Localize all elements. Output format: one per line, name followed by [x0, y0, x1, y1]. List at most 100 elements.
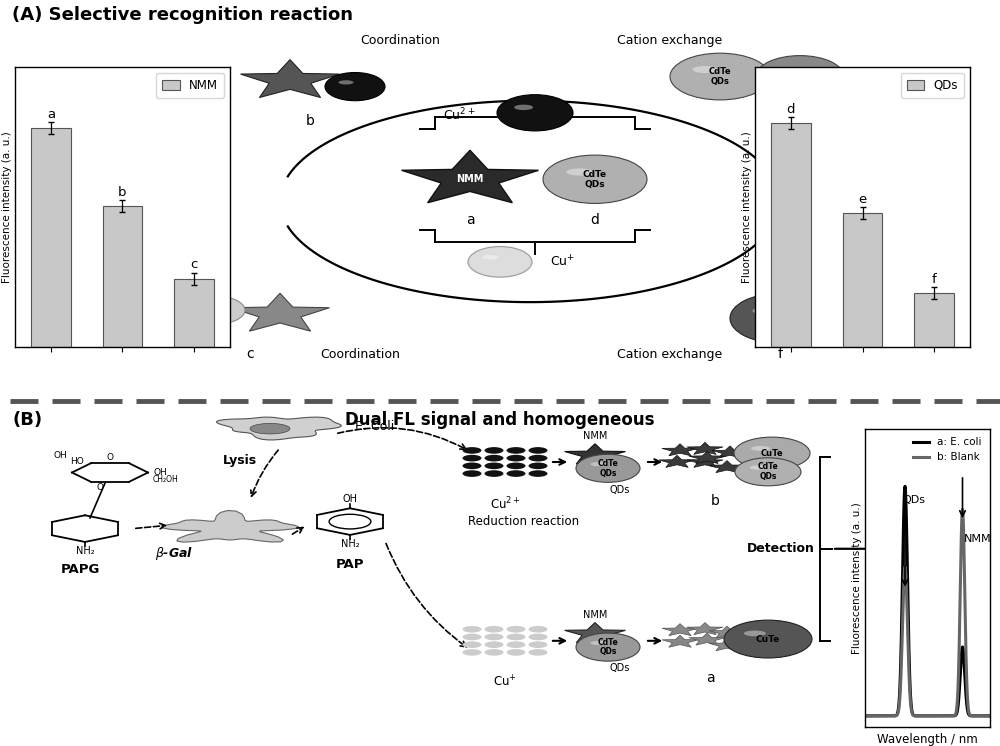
Text: Detection: Detection	[747, 542, 815, 555]
Polygon shape	[662, 624, 698, 636]
Polygon shape	[231, 293, 329, 331]
Text: Cation exchange: Cation exchange	[617, 34, 723, 47]
Polygon shape	[689, 451, 725, 463]
Text: NH₂: NH₂	[76, 546, 94, 557]
Text: Cu$^{2+}$: Cu$^{2+}$	[443, 107, 475, 123]
Polygon shape	[216, 417, 341, 440]
Legend: a: E. coli, b: Blank: a: E. coli, b: Blank	[910, 434, 985, 466]
Ellipse shape	[776, 67, 798, 73]
Ellipse shape	[482, 255, 498, 260]
Text: d: d	[787, 103, 795, 116]
Circle shape	[462, 649, 482, 656]
Circle shape	[507, 455, 526, 462]
Text: Coordination: Coordination	[320, 348, 400, 361]
a: E. coli: (4.41, 9.86e-09): E. coli: (4.41, 9.86e-09)	[914, 712, 926, 721]
Circle shape	[484, 463, 504, 469]
Polygon shape	[687, 623, 723, 635]
Circle shape	[528, 633, 548, 640]
Ellipse shape	[670, 53, 770, 100]
Polygon shape	[709, 626, 745, 638]
Ellipse shape	[590, 462, 606, 466]
a: E. coli: (4.05, 0.00011): E. coli: (4.05, 0.00011)	[910, 712, 922, 721]
Polygon shape	[241, 60, 339, 98]
Ellipse shape	[468, 246, 532, 278]
Polygon shape	[662, 444, 698, 456]
Text: Coordination: Coordination	[360, 34, 440, 47]
Text: PAPG: PAPG	[60, 563, 100, 576]
Text: QDs: QDs	[902, 495, 926, 505]
a: E. coli: (3.2, 1): E. coli: (3.2, 1)	[899, 482, 911, 491]
Text: Cu$^{+}$: Cu$^{+}$	[493, 674, 517, 689]
Circle shape	[528, 447, 548, 454]
Circle shape	[484, 455, 504, 462]
Ellipse shape	[756, 56, 844, 98]
Text: CdTe
QDs: CdTe QDs	[758, 463, 778, 481]
Text: c: c	[246, 348, 254, 362]
Circle shape	[484, 633, 504, 640]
a: E. coli: (1.02, 1.68e-26): E. coli: (1.02, 1.68e-26)	[872, 712, 884, 721]
Text: CH₂OH: CH₂OH	[153, 474, 179, 483]
Ellipse shape	[730, 293, 830, 343]
Text: e: e	[756, 108, 764, 122]
Ellipse shape	[735, 458, 801, 486]
Circle shape	[507, 642, 526, 648]
Ellipse shape	[514, 104, 533, 110]
Polygon shape	[250, 424, 290, 434]
Polygon shape	[659, 455, 695, 468]
Text: (A) Selective recognition reaction: (A) Selective recognition reaction	[12, 6, 353, 24]
Bar	[174, 279, 214, 347]
Polygon shape	[402, 150, 538, 203]
Ellipse shape	[744, 630, 766, 636]
Circle shape	[484, 642, 504, 648]
Ellipse shape	[566, 169, 592, 175]
b: Blank: (7.8, 0.9): Blank: (7.8, 0.9)	[956, 505, 968, 514]
Circle shape	[528, 649, 548, 656]
Polygon shape	[689, 633, 725, 645]
Text: CdTe
QDs: CdTe QDs	[598, 459, 618, 477]
Polygon shape	[709, 460, 745, 473]
Polygon shape	[162, 510, 299, 542]
Bar	[914, 293, 954, 347]
Circle shape	[507, 470, 526, 477]
Text: NMM: NMM	[456, 175, 484, 184]
Text: a: a	[47, 107, 55, 121]
Ellipse shape	[590, 641, 606, 645]
b: Blank: (10, 3.28e-33): Blank: (10, 3.28e-33)	[984, 712, 996, 721]
Circle shape	[507, 626, 526, 633]
Circle shape	[507, 649, 526, 656]
Line: b: Blank: b: Blank	[865, 510, 990, 716]
Ellipse shape	[576, 633, 640, 661]
Circle shape	[462, 470, 482, 477]
Circle shape	[462, 633, 482, 640]
Text: b: b	[118, 186, 127, 198]
Circle shape	[528, 470, 548, 477]
a: E. coli: (10, 1.09e-33): E. coli: (10, 1.09e-33)	[984, 712, 996, 721]
b: Blank: (1.02, 1.09e-26): Blank: (1.02, 1.09e-26)	[872, 712, 884, 721]
a: E. coli: (0, 2.57e-56): E. coli: (0, 2.57e-56)	[859, 712, 871, 721]
Circle shape	[484, 626, 504, 633]
a: E. coli: (7.99, 0.174): E. coli: (7.99, 0.174)	[959, 671, 971, 680]
Text: NMM: NMM	[583, 431, 607, 441]
Ellipse shape	[753, 307, 778, 315]
Text: CdTe
QDs: CdTe QDs	[598, 638, 618, 656]
Text: b: b	[306, 114, 314, 128]
Ellipse shape	[185, 296, 245, 325]
Text: QDs: QDs	[610, 485, 630, 495]
Circle shape	[507, 447, 526, 454]
Polygon shape	[709, 639, 745, 651]
Circle shape	[507, 463, 526, 469]
Circle shape	[484, 470, 504, 477]
Text: NH₂: NH₂	[341, 539, 359, 549]
Circle shape	[462, 642, 482, 648]
Text: QDs: QDs	[610, 662, 630, 673]
X-axis label: Wavelength / nm: Wavelength / nm	[877, 733, 978, 746]
Text: PAP: PAP	[336, 558, 364, 571]
Text: Dual FL signal and homogeneous: Dual FL signal and homogeneous	[345, 411, 655, 429]
Ellipse shape	[198, 304, 214, 308]
Text: CuTe: CuTe	[767, 313, 793, 323]
Circle shape	[462, 455, 482, 462]
Text: b: b	[711, 494, 719, 507]
Text: Lysis: Lysis	[223, 454, 257, 467]
Ellipse shape	[734, 437, 810, 469]
Y-axis label: Fluorescence intensity (a. u.): Fluorescence intensity (a. u.)	[2, 131, 12, 283]
